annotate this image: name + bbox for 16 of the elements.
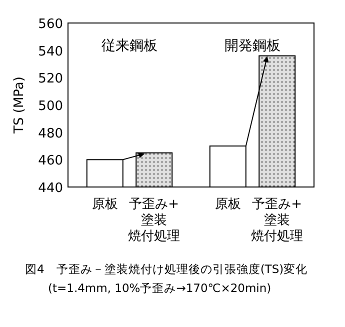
annotation: 開発鋼板: [224, 38, 280, 54]
category-label: 予歪み+塗装焼付処理: [251, 197, 304, 244]
annotation: 従来鋼板: [102, 38, 158, 54]
text: (t=1.4mm, 10%予歪み→170℃×20min): [48, 281, 272, 295]
category-label: 原板: [214, 197, 241, 212]
text: 図4 予歪み－塗装焼付け処理後の引張強度(TS)変化: [25, 262, 308, 276]
y-tick-label: 460: [38, 154, 63, 169]
y-tick-label: 480: [38, 126, 63, 142]
y-tick-label: 520: [38, 72, 63, 87]
y-tick-label: 500: [38, 99, 63, 114]
category-label: 原板: [92, 197, 118, 212]
y-tick-label: 560: [38, 17, 63, 32]
category-label: 予歪み+塗装焼付処理: [128, 197, 180, 244]
y-tick-label: 540: [38, 44, 63, 60]
y-tick-label: 440: [38, 181, 63, 196]
y-axis-title: TS (MPa): [12, 76, 27, 134]
